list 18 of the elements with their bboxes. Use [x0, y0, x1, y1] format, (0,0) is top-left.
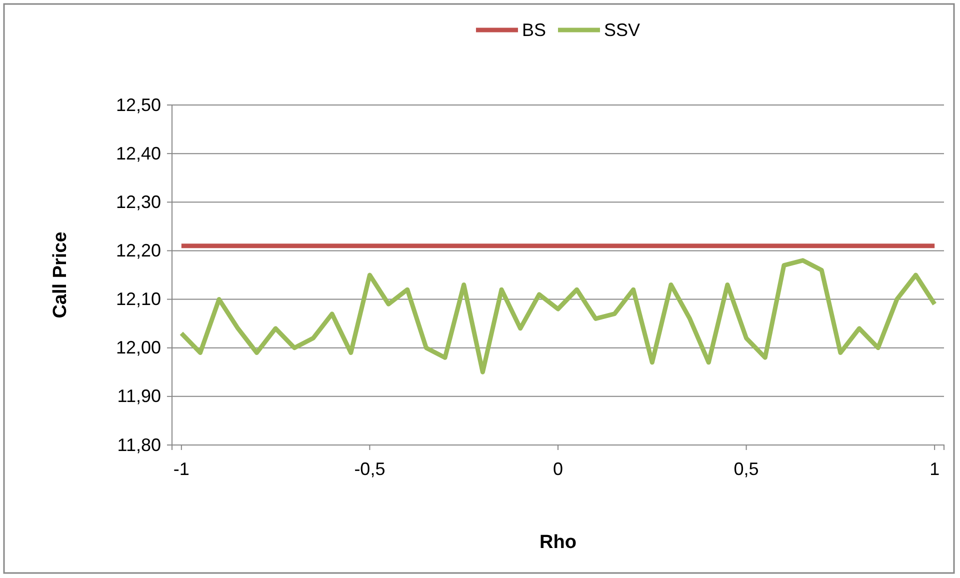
legend-label: SSV — [604, 20, 640, 40]
y-tick-label: 11,90 — [117, 386, 161, 406]
x-axis-title: Rho — [540, 532, 576, 553]
y-tick-label: 12,00 — [116, 338, 161, 358]
y-tick-label: 12,40 — [116, 143, 161, 164]
x-tick-label: 0 — [552, 458, 564, 479]
y-axis-title: Call Price — [50, 232, 71, 318]
line-series — [179, 258, 937, 374]
x-tick-label: 1 — [930, 458, 940, 479]
x-tick-label: -0,5 — [354, 458, 386, 479]
y-tick-label: 12,20 — [116, 240, 161, 260]
y-tick-label: 12,50 — [116, 94, 161, 115]
x-tick-label: 0,5 — [734, 458, 759, 479]
legend-label: BS — [522, 20, 546, 40]
y-tick-label: 12,30 — [116, 192, 161, 212]
y-tick-label: 11,80 — [117, 434, 161, 455]
x-tick-label: -1 — [173, 458, 190, 479]
y-tick-label: 12,10 — [116, 289, 161, 310]
